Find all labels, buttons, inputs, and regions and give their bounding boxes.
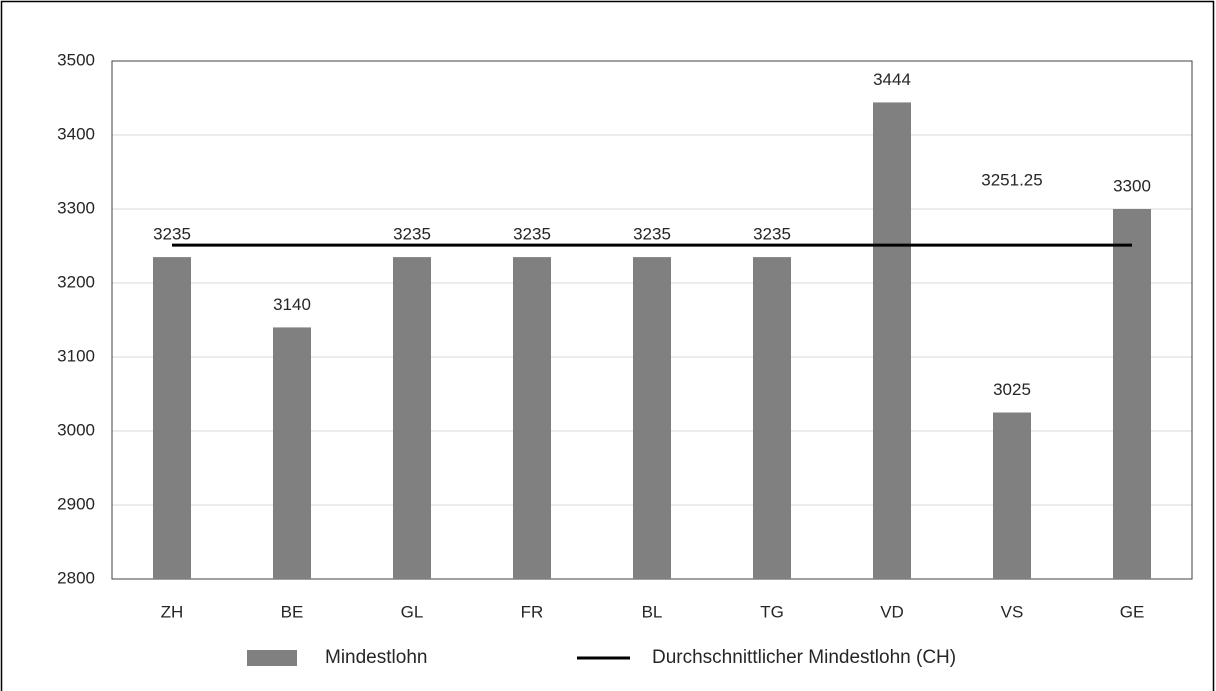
- y-tick-label: 2900: [57, 494, 95, 513]
- data-label: 3235: [393, 225, 431, 244]
- y-tick-label: 3200: [57, 272, 95, 291]
- y-tick-label: 3500: [57, 50, 95, 69]
- bar: [273, 327, 311, 579]
- data-label: 3235: [513, 225, 551, 244]
- y-tick-label: 2800: [57, 568, 95, 587]
- bar: [153, 257, 191, 579]
- data-label: 3235: [633, 225, 671, 244]
- x-tick-label: GL: [401, 602, 424, 621]
- legend-swatch: [247, 650, 297, 666]
- data-label: 3251.25: [981, 171, 1042, 190]
- bar: [753, 257, 791, 579]
- legend-label: Mindestlohn: [325, 647, 427, 668]
- bar: [873, 102, 911, 579]
- bar: [513, 257, 551, 579]
- y-tick-label: 3400: [57, 124, 95, 143]
- x-tick-label: BL: [642, 602, 663, 621]
- x-tick-label: BE: [281, 602, 304, 621]
- x-tick-label: FR: [521, 602, 544, 621]
- x-tick-label: GE: [1120, 602, 1145, 621]
- legend-label: Durchschnittlicher Mindestlohn (CH): [652, 647, 956, 668]
- x-tick-label: ZH: [161, 602, 184, 621]
- data-label: 3300: [1113, 176, 1151, 195]
- y-tick-label: 3300: [57, 198, 95, 217]
- x-tick-label: TG: [760, 602, 784, 621]
- y-tick-label: 3000: [57, 420, 95, 439]
- data-label: 3235: [153, 225, 191, 244]
- bar: [1113, 209, 1151, 579]
- data-label: 3444: [873, 70, 911, 89]
- data-label: 3025: [993, 380, 1031, 399]
- data-label: 3140: [273, 295, 311, 314]
- bar: [633, 257, 671, 579]
- bar: [993, 412, 1031, 579]
- bar: [393, 257, 431, 579]
- data-label: 3235: [753, 225, 791, 244]
- y-tick-label: 3100: [57, 346, 95, 365]
- x-tick-label: VS: [1001, 602, 1024, 621]
- x-tick-label: VD: [880, 602, 904, 621]
